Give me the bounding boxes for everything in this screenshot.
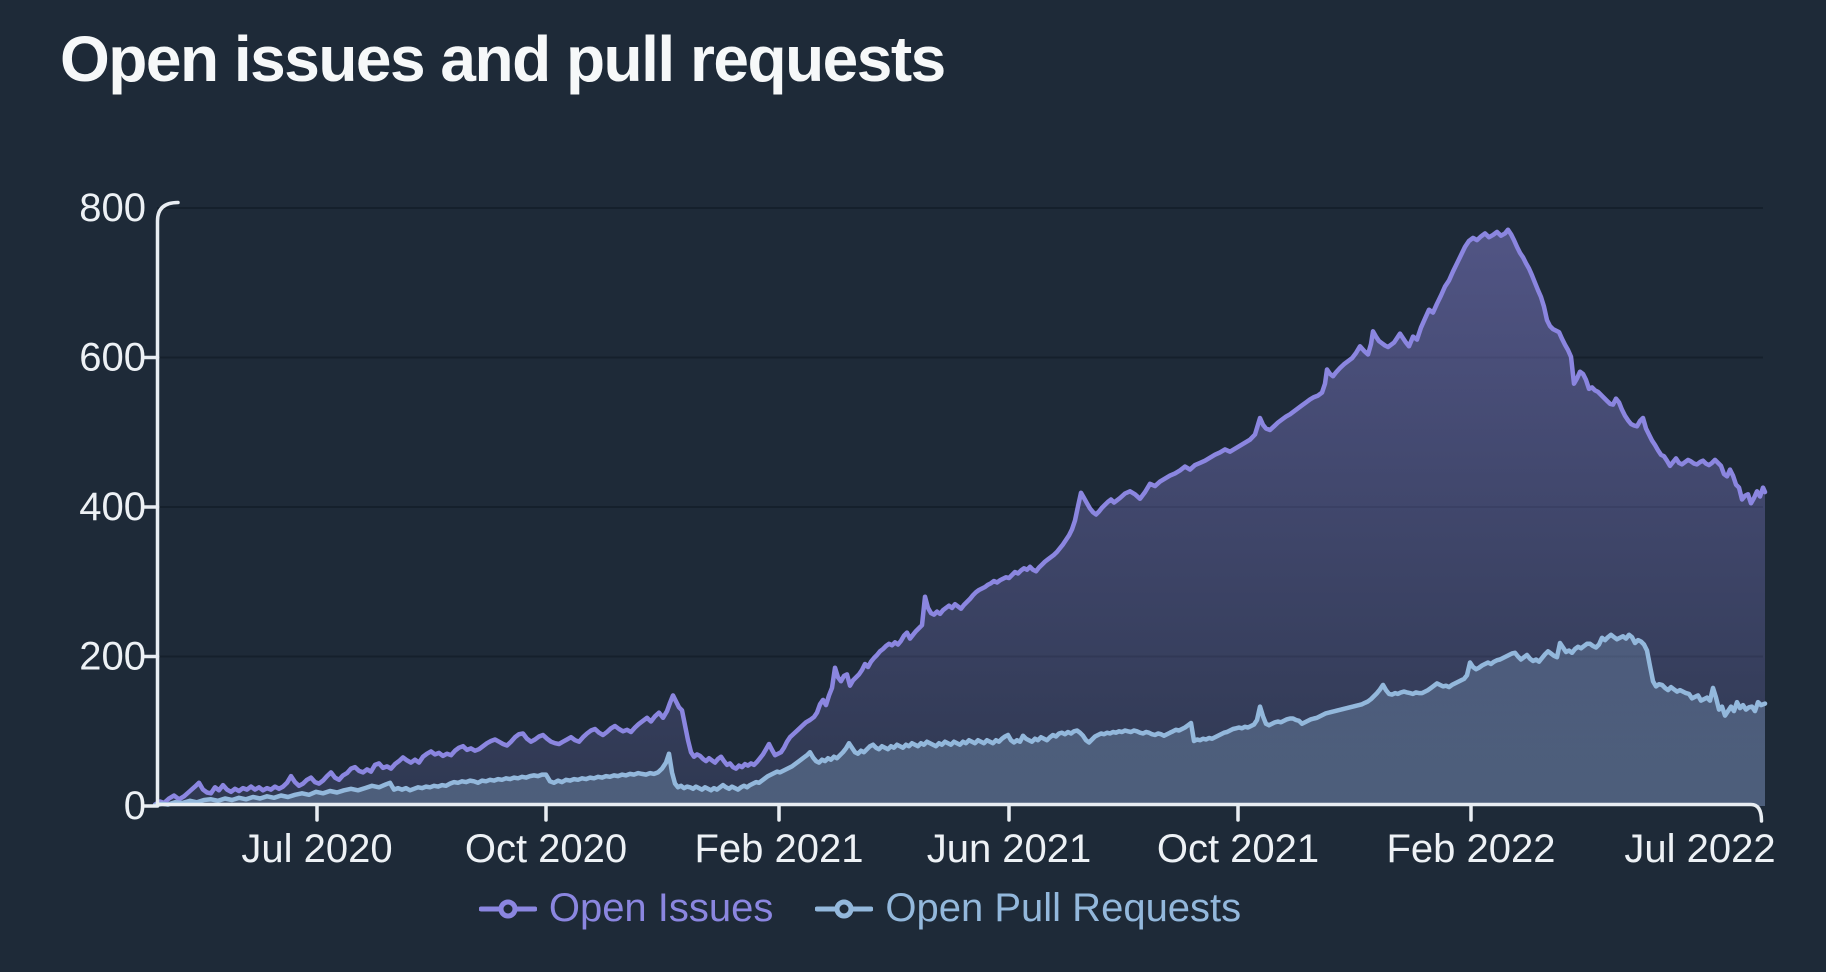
open-issues-line-marker-icon [478, 899, 537, 918]
y-axis-label-200: 200 [79, 635, 146, 679]
y-axis-label-400: 400 [79, 485, 146, 529]
x-axis-label-Feb-2022: Feb 2022 [1386, 827, 1555, 871]
chart-legend: Open Issues Open Pull Requests [0, 886, 1773, 931]
x-axis-label-Oct-2021: Oct 2021 [1157, 827, 1319, 871]
open-pull-requests-line-marker-icon [815, 899, 874, 918]
y-axis-label-800: 800 [79, 186, 146, 230]
open-issues-area [155, 229, 1765, 806]
legend-item-open-pull-requests[interactable]: Open Pull Requests [815, 886, 1241, 931]
open-pull-requests-area [155, 634, 1765, 806]
x-axis-label-Jul-2022: Jul 2022 [1624, 827, 1775, 871]
legend-label-open-pull-requests: Open Pull Requests [885, 886, 1242, 930]
y-axis-label-600: 600 [79, 336, 146, 380]
legend-label-open-issues: Open Issues [548, 886, 774, 930]
open-issues-line [152, 227, 1768, 807]
x-axis-label-Jul-2020: Jul 2020 [241, 827, 392, 871]
open-pull-requests-line [152, 632, 1768, 808]
legend-item-open-issues[interactable]: Open Issues [478, 886, 774, 931]
x-axis-label-Jun-2021: Jun 2021 [927, 827, 1092, 871]
x-axis-label-Oct-2020: Oct 2020 [465, 827, 627, 871]
chart-title: Open issues and pull requests [60, 23, 946, 95]
x-axis-label-Feb-2021: Feb 2021 [694, 827, 863, 871]
y-axis-label-0: 0 [124, 784, 146, 828]
